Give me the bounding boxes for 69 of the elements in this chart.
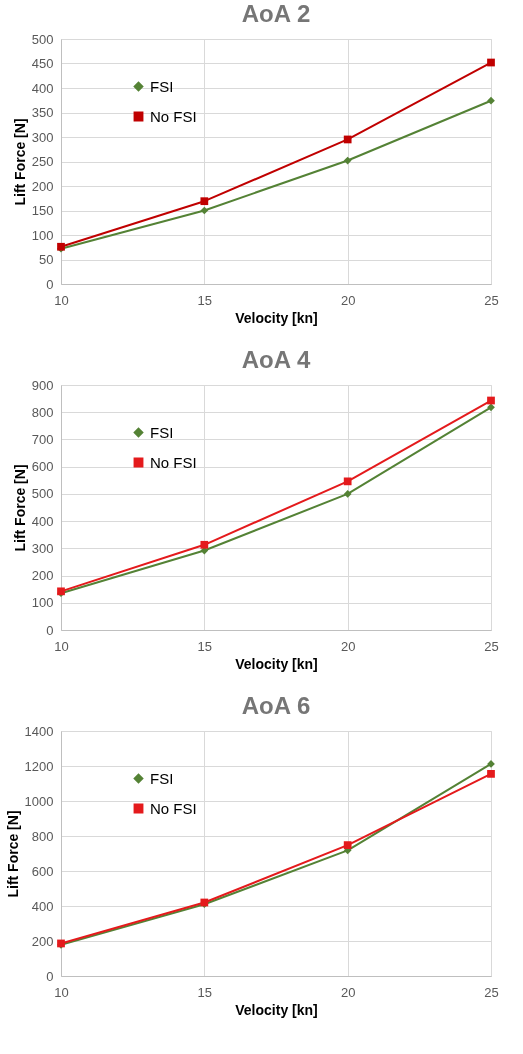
y-tick-label: 300 bbox=[31, 540, 54, 556]
point bbox=[343, 477, 352, 486]
y-tick-label: 500 bbox=[31, 31, 54, 47]
legend-label: No FSI bbox=[150, 107, 197, 125]
point bbox=[487, 396, 495, 405]
point bbox=[200, 540, 209, 549]
x-tick-label: 15 bbox=[197, 638, 213, 654]
y-tick-label: 700 bbox=[31, 431, 54, 447]
point bbox=[487, 403, 495, 412]
y-tick-label: 0 bbox=[46, 276, 54, 292]
y-tick-label: 600 bbox=[31, 863, 54, 879]
x-tick-label: 15 bbox=[197, 984, 213, 1000]
chart-title: AoA 2 bbox=[241, 0, 311, 27]
chart-title: AoA 6 bbox=[241, 692, 311, 719]
x-tick-label: 25 bbox=[484, 638, 499, 654]
x-axis-title: Velocity [kn] bbox=[235, 1001, 318, 1018]
x-tick-label: 25 bbox=[484, 984, 499, 1000]
y-tick-label: 150 bbox=[31, 203, 54, 218]
y-axis-title: Lift Force [N] bbox=[11, 118, 28, 206]
y-tick-label: 50 bbox=[39, 252, 54, 267]
x-axis-title: Velocity [kn] bbox=[235, 309, 318, 326]
y-tick-label: 1400 bbox=[24, 723, 54, 739]
x-tick-label: 10 bbox=[54, 984, 69, 1000]
y-tick-label: 600 bbox=[31, 459, 54, 475]
x-tick-label: 20 bbox=[340, 292, 356, 308]
legend-label: No FSI bbox=[150, 799, 197, 817]
y-tick-label: 400 bbox=[31, 513, 54, 529]
x-tick-label: 10 bbox=[54, 292, 69, 308]
y-tick-label: 200 bbox=[31, 933, 54, 949]
point bbox=[200, 197, 209, 206]
y-tick-label: 450 bbox=[31, 56, 54, 71]
y-tick-label: 250 bbox=[31, 154, 54, 169]
y-axis-title: Lift Force [N] bbox=[4, 810, 21, 898]
point bbox=[343, 490, 352, 498]
legend-label: FSI bbox=[150, 423, 174, 441]
point bbox=[487, 96, 495, 105]
y-tick-label: 200 bbox=[31, 568, 54, 584]
legend-label: FSI bbox=[150, 769, 174, 787]
legend-label: No FSI bbox=[150, 453, 197, 471]
y-tick-label: 400 bbox=[31, 80, 54, 96]
point bbox=[343, 156, 352, 165]
y-tick-label: 400 bbox=[31, 898, 54, 914]
y-axis-title: Lift Force [N] bbox=[11, 464, 28, 552]
point bbox=[487, 58, 495, 67]
point bbox=[343, 841, 352, 849]
point bbox=[487, 770, 495, 778]
y-tick-label: 800 bbox=[31, 404, 54, 420]
x-axis-title: Velocity [kn] bbox=[235, 655, 318, 672]
legend-label: FSI bbox=[150, 77, 174, 95]
y-tick-label: 500 bbox=[31, 486, 54, 502]
y-tick-label: 0 bbox=[46, 622, 54, 638]
point bbox=[343, 135, 352, 144]
x-tick-label: 25 bbox=[484, 292, 499, 308]
x-tick-label: 10 bbox=[54, 638, 69, 654]
y-tick-label: 1000 bbox=[24, 793, 54, 809]
x-tick-label: 15 bbox=[197, 292, 213, 308]
chart-title: AoA 4 bbox=[241, 346, 311, 373]
point bbox=[200, 206, 209, 215]
y-tick-label: 200 bbox=[31, 178, 54, 194]
y-tick-label: 300 bbox=[31, 129, 54, 145]
x-tick-label: 20 bbox=[340, 638, 356, 654]
y-tick-label: 1200 bbox=[24, 758, 54, 774]
y-tick-label: 0 bbox=[46, 968, 54, 984]
y-tick-label: 100 bbox=[31, 595, 54, 611]
y-tick-label: 900 bbox=[31, 377, 54, 393]
x-tick-label: 20 bbox=[340, 984, 356, 1000]
y-tick-label: 800 bbox=[31, 828, 54, 844]
y-tick-label: 350 bbox=[31, 105, 54, 120]
y-tick-label: 100 bbox=[31, 227, 54, 243]
